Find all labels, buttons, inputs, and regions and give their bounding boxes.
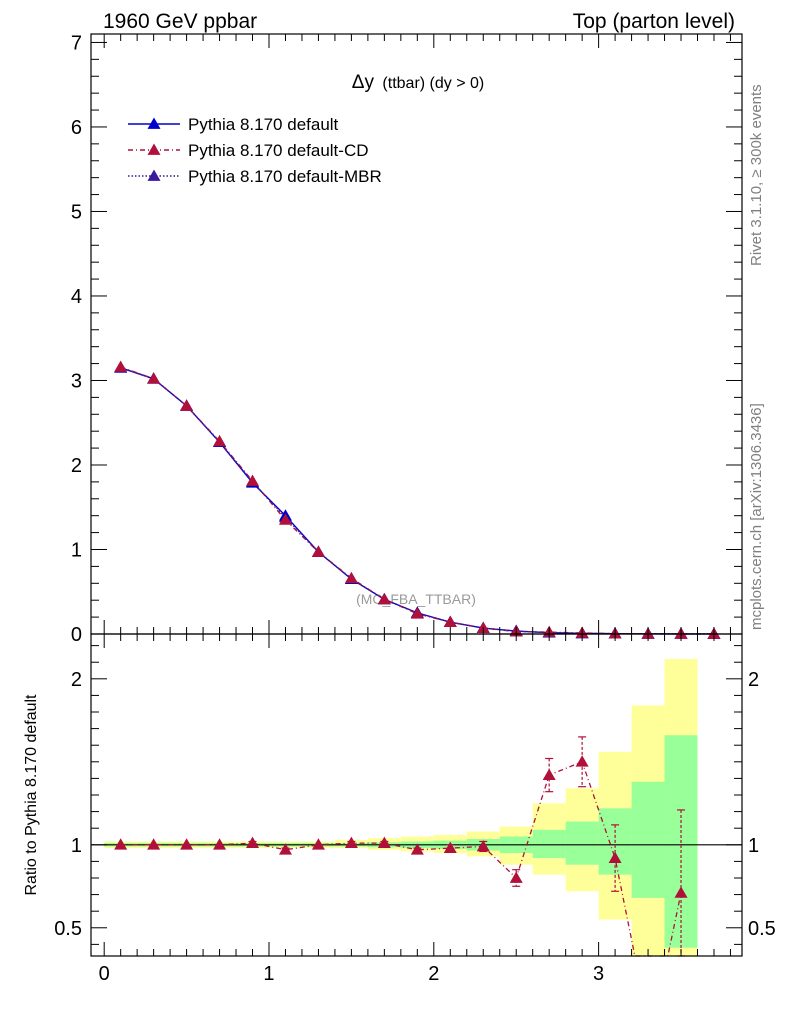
y-tick-label: 1 [71, 539, 82, 561]
ratio-bands [104, 658, 698, 956]
ratio-y-tick-label: 2 [71, 669, 82, 691]
y-tick-label: 5 [71, 201, 82, 223]
series-point-1 [311, 545, 325, 557]
ratio-y-tick-label-right: 1 [748, 835, 759, 857]
cd-ratio-point [377, 836, 391, 849]
series-point-1 [278, 513, 292, 525]
series-point-1 [410, 607, 424, 619]
cd-ratio-point [674, 886, 688, 898]
title-main: Δy [352, 72, 375, 93]
x-tick-label: 3 [593, 963, 604, 985]
x-tick-label: 2 [428, 963, 439, 985]
axes-layer: 0 1 2 3 0 1 2 3 4 5 6 7 0.5 0.5 1 1 2 2 [54, 32, 776, 985]
cd-ratio-point [213, 838, 227, 850]
series-point-1 [180, 399, 194, 411]
cd-ratio-point [410, 843, 424, 855]
cd-ratio-point [246, 836, 260, 849]
cd-ratio-point [180, 838, 194, 850]
cd-ratio-point [114, 838, 128, 850]
cd-ratio-point [509, 871, 523, 883]
green-band-bin [532, 829, 566, 859]
green-band-bin [565, 821, 599, 865]
green-band-bin [631, 781, 665, 898]
title-sub: (ttbar) (dy > 0) [382, 75, 484, 92]
cd-ratio-point [147, 838, 161, 850]
legend-marker-2 [147, 169, 161, 181]
cd-ratio-point [311, 838, 325, 850]
ratio-y-tick-label: 0.5 [54, 918, 82, 940]
plot-title: Δy (ttbar) (dy > 0) [352, 72, 484, 93]
legend-label-2: Pythia 8.170 default-MBR [188, 167, 382, 186]
cd-ratio-point [278, 843, 292, 855]
cd-ratio-point [608, 851, 622, 863]
y-tick-label: 3 [71, 370, 82, 392]
ratio-layer [91, 736, 742, 957]
series-point-1 [344, 571, 358, 584]
legend-marker-0 [147, 117, 161, 129]
header-right: Top (parton level) [573, 10, 735, 33]
cd-ratio-point [443, 841, 457, 853]
header-left: 1960 GeV ppbar [103, 10, 257, 33]
series-point-1 [147, 372, 161, 384]
ratio-y-tick-label-right: 0.5 [748, 918, 776, 940]
legend-marker-1 [147, 143, 161, 155]
mcplots-label: mcplots.cern.ch [arXiv:1306.3436] [748, 403, 765, 630]
ratio-y-tick-label-right: 2 [748, 669, 759, 691]
legend-label-0: Pythia 8.170 default [188, 115, 339, 134]
ratio-ylabel: Ratio to Pythia 8.170 default [23, 694, 40, 896]
ratio-y-tick-label: 1 [71, 835, 82, 857]
legend: Pythia 8.170 default Pythia 8.170 default… [128, 115, 382, 186]
rivet-label: Rivet 3.1.10, ≥ 300k events [748, 84, 765, 266]
series-point-1 [114, 360, 128, 372]
cd-ratio-point [575, 755, 589, 767]
cd-ratio-point [344, 836, 358, 849]
x-tick-label: 0 [99, 963, 110, 985]
series-point-1 [443, 615, 457, 628]
y-tick-label: 6 [71, 117, 82, 139]
series-point-1 [246, 474, 260, 486]
cd-ratio-point [476, 839, 490, 852]
series-point-1 [377, 592, 391, 605]
y-tick-label: 2 [71, 455, 82, 477]
series-point-1 [213, 434, 227, 447]
legend-label-1: Pythia 8.170 default-CD [188, 141, 369, 160]
y-tick-label: 4 [71, 286, 82, 308]
x-tick-label: 1 [263, 963, 274, 985]
y-tick-label: 7 [71, 32, 82, 54]
cd-ratio-point [542, 768, 556, 780]
y-tick-label: 0 [71, 624, 82, 646]
